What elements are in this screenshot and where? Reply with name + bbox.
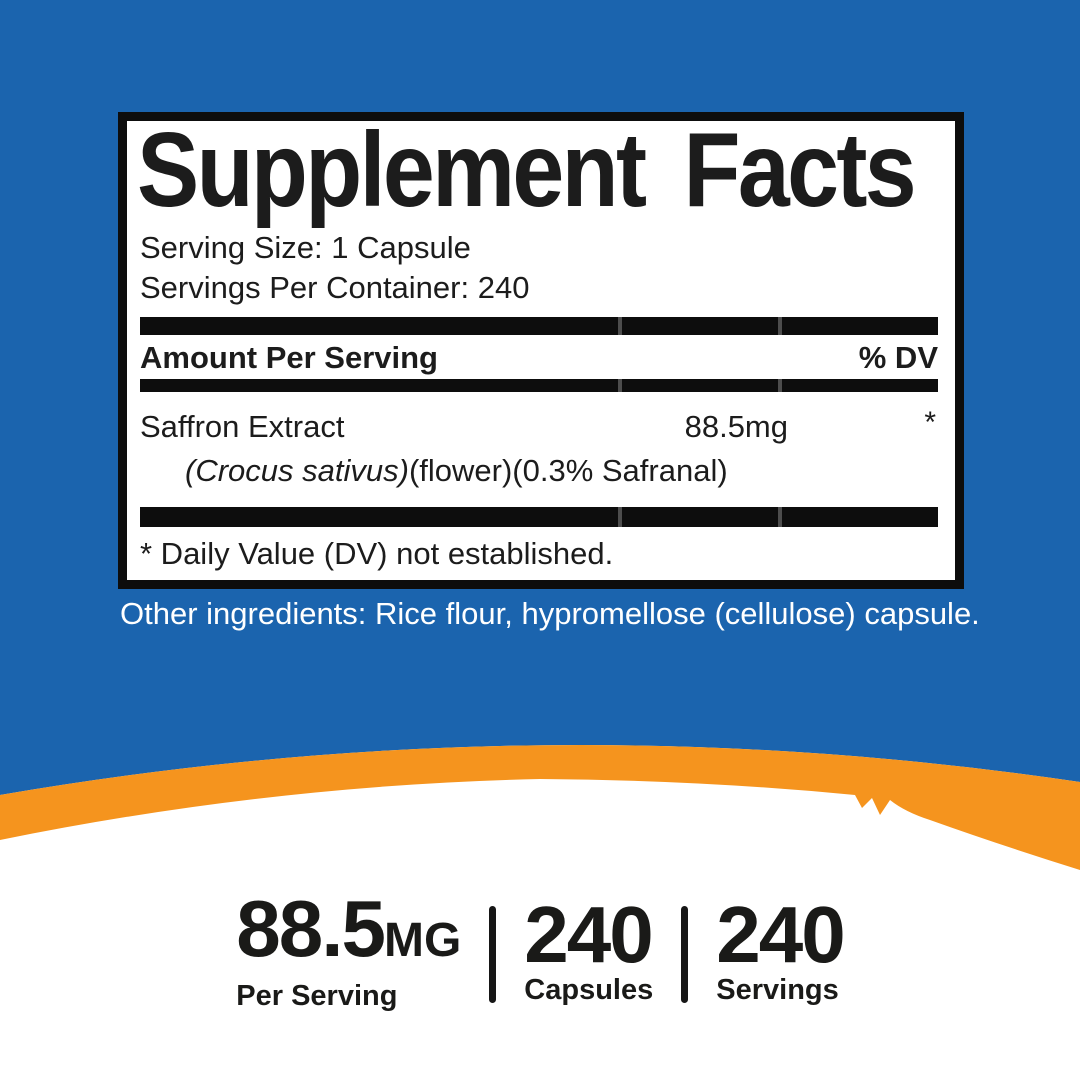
stat-capsules: 240 Capsules: [524, 890, 654, 1006]
table-column-header: Amount Per Serving % DV: [140, 340, 938, 376]
orange-wave-shape: [0, 745, 1080, 870]
stat-servings: 240 Servings: [716, 890, 845, 1006]
servings-per-container-line: Servings Per Container: 240: [140, 270, 530, 305]
ingredient-detail-line: (Crocus sativus)(flower)(0.3% Safranal): [185, 453, 728, 489]
ingredient-detail-plain: (flower)(0.3% Safranal): [408, 453, 728, 488]
supplement-facts-panel: Supplement Facts Serving Size: 1 Capsule…: [118, 112, 964, 589]
serving-size-line: Serving Size: 1 Capsule: [140, 230, 471, 265]
stat-per-serving: 88.5MG Per Serving: [236, 889, 462, 1012]
highlight-stats-row: 88.5MG Per Serving 240 Capsules 240 Serv…: [0, 889, 1080, 1012]
ingredient-amount: 88.5mg: [684, 409, 788, 444]
stat-divider: [489, 906, 497, 1003]
stat-servings-value: 240: [716, 890, 845, 979]
daily-value-footnote: * Daily Value (DV) not established.: [140, 536, 614, 571]
stat-divider: [681, 906, 689, 1003]
amount-per-serving-header: Amount Per Serving: [140, 340, 438, 375]
stat-capsules-value: 240: [524, 890, 653, 979]
other-ingredients-line: Other ingredients: Rice flour, hypromell…: [120, 596, 980, 631]
stat-capsules-label: Capsules: [524, 974, 654, 1006]
ingredient-botanical-name: (Crocus sativus): [185, 453, 409, 488]
stat-per-serving-value: 88.5: [236, 884, 386, 973]
supplement-facts-title: Supplement Facts: [137, 111, 917, 229]
stat-servings-label: Servings: [716, 974, 839, 1006]
ingredient-dv-asterisk: *: [924, 406, 936, 439]
table-rule-thick-bottom: [140, 507, 938, 527]
stat-per-serving-label: Per Serving: [236, 980, 398, 1012]
ingredient-row: Saffron Extract 88.5mg *: [140, 406, 938, 445]
table-rule-thick-top: [140, 317, 938, 335]
stat-per-serving-number: 88.5MG: [236, 889, 462, 972]
percent-dv-header: % DV: [858, 340, 938, 375]
table-rule-thin: [140, 379, 938, 392]
stat-per-serving-unit: MG: [383, 914, 462, 967]
ingredient-name: Saffron Extract: [140, 409, 345, 444]
